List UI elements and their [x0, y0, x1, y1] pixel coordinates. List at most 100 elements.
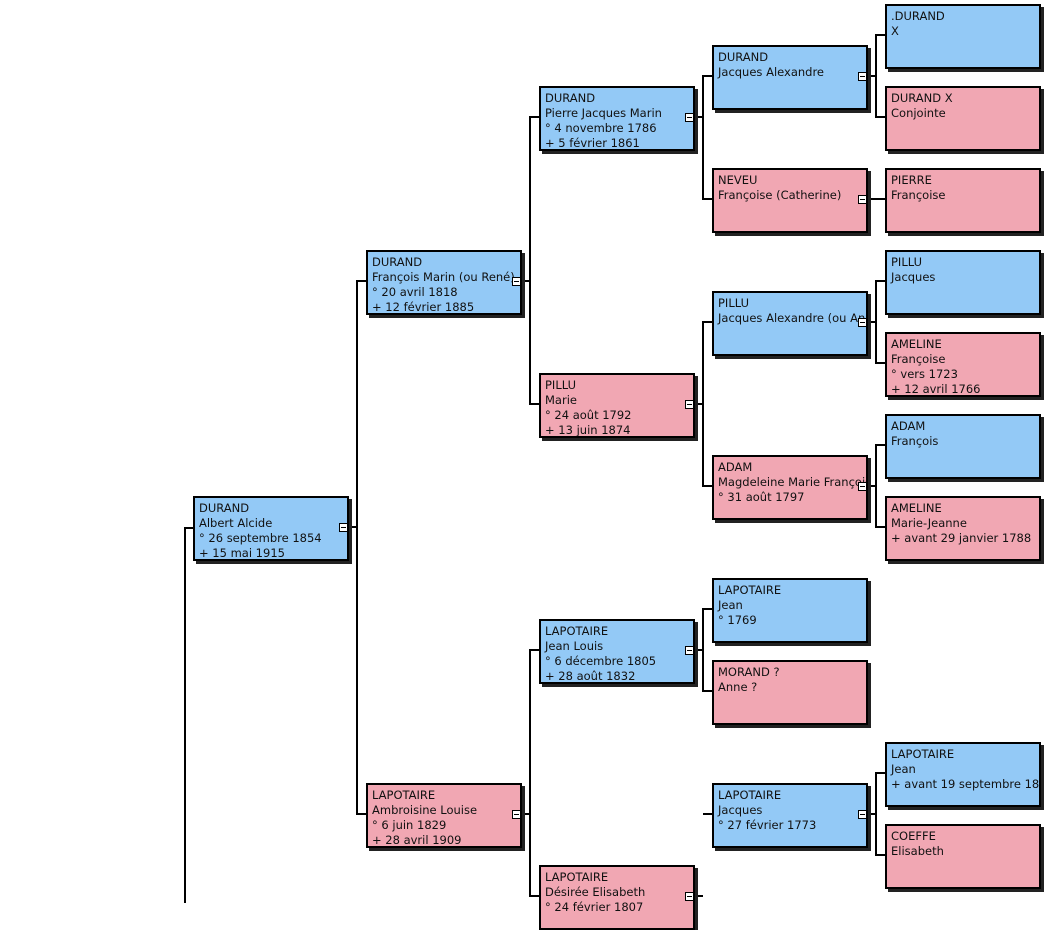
person-life-event: ° 6 décembre 1805	[545, 654, 657, 668]
person-surname: DURAND	[199, 501, 250, 515]
collapse-button[interactable]	[685, 646, 694, 655]
person-given-names: Ambroisine Louise	[372, 803, 478, 817]
person-given-names: François	[891, 434, 939, 448]
person-given-names: Désirée Elisabeth	[545, 885, 646, 899]
person-given-names: Conjointe	[891, 106, 946, 120]
person-life-event: ° 27 février 1773	[718, 818, 817, 832]
person-surname: DURAND	[372, 255, 423, 269]
collapse-button[interactable]	[512, 277, 521, 286]
person-life-event: ° 24 février 1807	[545, 900, 644, 914]
collapse-button[interactable]	[858, 810, 867, 819]
person-card[interactable]: DURAND Pierre Jacques Marin ° 4 novembre 1…	[539, 86, 695, 151]
person-surname: ADAM	[718, 460, 753, 474]
person-life-event: + 5 février 1861	[545, 136, 640, 150]
person-given-names: X	[891, 24, 899, 38]
person-life-event: + 28 avril 1909	[372, 833, 462, 847]
person-surname: PILLU	[718, 296, 749, 310]
person-life-event: + 12 février 1885	[372, 300, 475, 314]
person-card[interactable]: LAPOTAIRE Jean ° 1769	[712, 578, 868, 643]
person-life-event: ° vers 1723	[891, 367, 958, 381]
person-given-names: Françoise (Catherine)	[718, 188, 842, 202]
person-card[interactable]: DURAND Albert Alcide ° 26 septembre 1854 + …	[193, 496, 349, 561]
tree-connectors	[184, 34, 885, 903]
person-card[interactable]: ADAM François	[885, 414, 1041, 479]
collapse-button[interactable]	[858, 482, 867, 491]
person-card[interactable]: MORAND ? Anne ?	[712, 660, 868, 725]
person-life-event: ° 24 août 1792	[545, 408, 632, 422]
person-card[interactable]: DURAND Jacques Alexandre	[712, 45, 868, 110]
person-life-event: + 12 avril 1766	[891, 382, 981, 396]
person-surname: PIERRE	[891, 173, 932, 187]
person-surname: LAPOTAIRE	[718, 583, 782, 597]
collapse-button[interactable]	[858, 318, 867, 327]
person-surname: .DURAND	[891, 9, 945, 23]
collapse-button[interactable]	[858, 195, 867, 204]
person-surname: LAPOTAIRE	[545, 870, 609, 884]
person-card[interactable]: DURAND François Marin (ou René) ° 20 avril…	[366, 250, 522, 315]
person-life-event: ° 1769	[718, 613, 757, 627]
person-given-names: Magdeleine Marie François	[718, 475, 868, 489]
person-surname: LAPOTAIRE	[545, 624, 609, 638]
person-card[interactable]: AMELINE Marie-Jeanne + avant 29 janvier 17…	[885, 496, 1041, 561]
person-life-event: ° 20 avril 1818	[372, 285, 458, 299]
person-surname: LAPOTAIRE	[372, 788, 436, 802]
person-given-names: Françoise	[891, 188, 946, 202]
person-life-event: ° 26 septembre 1854	[199, 531, 322, 545]
person-card[interactable]: LAPOTAIRE Désirée Elisabeth ° 24 février 1…	[539, 865, 695, 930]
person-given-names: Jacques Alexandre	[718, 65, 824, 79]
person-surname: AMELINE	[891, 501, 942, 515]
person-surname: DURAND	[718, 50, 769, 64]
person-surname: LAPOTAIRE	[891, 747, 955, 761]
person-card[interactable]: LAPOTAIRE Ambroisine Louise ° 6 juin 1829 +…	[366, 783, 522, 848]
collapse-button[interactable]	[685, 400, 694, 409]
person-life-event: ° 4 novembre 1786	[545, 121, 657, 135]
person-card[interactable]: DURAND X Conjointe	[885, 86, 1041, 151]
person-surname: MORAND ?	[718, 665, 780, 679]
person-card[interactable]: LAPOTAIRE Jacques ° 27 février 1773	[712, 783, 868, 848]
person-surname: DURAND	[545, 91, 596, 105]
person-surname: ADAM	[891, 419, 926, 433]
person-given-names: Elisabeth	[891, 844, 944, 858]
collapse-button[interactable]	[858, 72, 867, 81]
person-given-names: Pierre Jacques Marin	[545, 106, 662, 120]
person-card[interactable]: PIERRE Françoise	[885, 168, 1041, 233]
person-surname: PILLU	[545, 378, 576, 392]
person-surname: DURAND X	[891, 91, 953, 105]
person-card[interactable]: ADAM Magdeleine Marie François ° 31 août 1…	[712, 455, 868, 520]
person-life-event: ° 6 juin 1829	[372, 818, 447, 832]
person-card[interactable]: .DURAND X	[885, 4, 1041, 69]
person-card[interactable]: COEFFE Elisabeth	[885, 824, 1041, 889]
collapse-button[interactable]	[685, 113, 694, 122]
person-life-event: + 15 mai 1915	[199, 546, 285, 560]
person-given-names: Jacques	[891, 270, 936, 284]
person-given-names: Jean	[891, 762, 916, 776]
collapse-button[interactable]	[339, 523, 348, 532]
person-given-names: Jean	[718, 598, 743, 612]
person-life-event: + avant 19 septembre 1800	[891, 777, 1041, 791]
person-life-event: + 28 août 1832	[545, 669, 636, 683]
person-surname: NEVEU	[718, 173, 758, 187]
person-given-names: Jacques Alexandre (ou André)	[718, 311, 866, 325]
collapse-button[interactable]	[512, 810, 521, 819]
person-life-event: + avant 29 janvier 1788	[891, 531, 1032, 545]
person-card[interactable]: NEVEU Françoise (Catherine)	[712, 168, 868, 233]
person-card[interactable]: PILLU Jacques	[885, 250, 1041, 315]
person-card[interactable]: LAPOTAIRE Jean + avant 19 septembre 1800	[885, 742, 1041, 807]
person-surname: LAPOTAIRE	[718, 788, 782, 802]
person-card[interactable]: LAPOTAIRE Jean Louis ° 6 décembre 1805 + 28…	[539, 619, 695, 684]
collapse-button[interactable]	[685, 892, 694, 901]
person-surname: PILLU	[891, 255, 922, 269]
person-life-event: ° 31 août 1797	[718, 490, 805, 504]
person-given-names: Jacques	[718, 803, 763, 817]
person-given-names: Françoise	[891, 352, 946, 366]
person-card[interactable]: AMELINE Françoise ° vers 1723 + 12 avril 17…	[885, 332, 1041, 397]
person-given-names: Marie	[545, 393, 577, 407]
person-card[interactable]: PILLU Marie ° 24 août 1792 + 13 juin 1874	[539, 373, 695, 438]
person-given-names: Anne ?	[718, 680, 758, 694]
person-given-names: Jean Louis	[545, 639, 604, 653]
person-given-names: Albert Alcide	[199, 516, 273, 530]
person-life-event: + 13 juin 1874	[545, 423, 631, 437]
person-given-names: François Marin (ou René)	[372, 270, 515, 284]
person-surname: AMELINE	[891, 337, 942, 351]
